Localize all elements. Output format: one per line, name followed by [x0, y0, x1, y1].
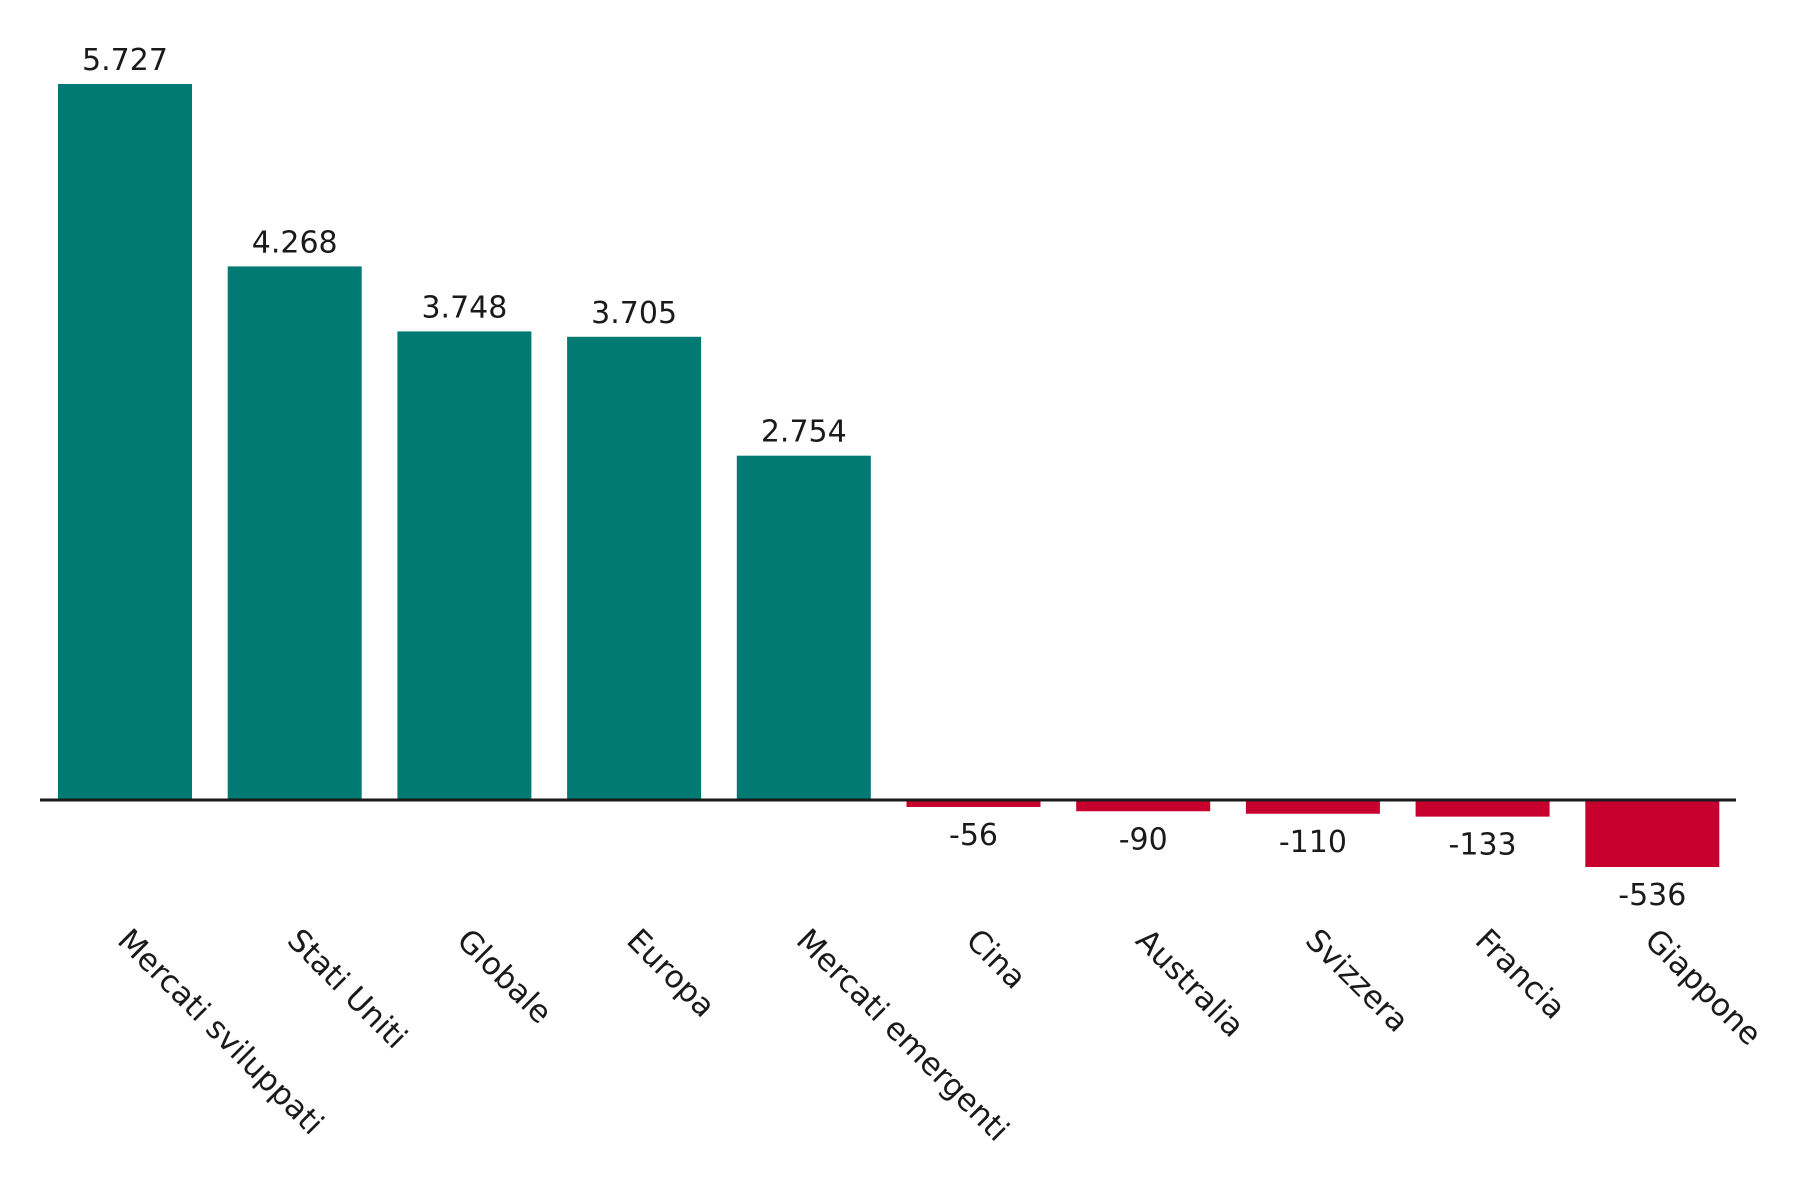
category-label-cina: Cina — [959, 922, 1033, 996]
category-label-svizzera: Svizzera — [1298, 922, 1415, 1039]
bar-mercati-sviluppati — [58, 84, 192, 800]
value-label-mercati-sviluppati: 5.727 — [82, 43, 168, 78]
value-labels-group: 5.727 4.268 3.748 3.705 2.754 -56 -90 -110 -133 -… — [82, 43, 1686, 913]
bar-giappone — [1585, 800, 1720, 868]
value-label-francia: -133 — [1449, 828, 1517, 863]
value-label-europa: 3.705 — [591, 296, 677, 331]
value-label-cina: -56 — [949, 818, 998, 853]
bar-australia — [1076, 800, 1211, 812]
category-label-globale: Globale — [450, 922, 559, 1031]
bar-cina — [906, 800, 1041, 808]
category-label-francia: Francia — [1468, 922, 1572, 1026]
bars-group — [58, 84, 1720, 868]
bar-globale — [397, 331, 532, 800]
bar-francia — [1415, 800, 1550, 817]
category-label-giappone: Giappone — [1638, 922, 1769, 1053]
value-label-giappone: -536 — [1618, 878, 1686, 913]
bar-europa — [567, 336, 702, 800]
bar-svizzera — [1245, 800, 1380, 814]
bar-mercati-emergenti — [736, 455, 871, 800]
value-label-globale: 3.748 — [421, 290, 507, 325]
value-label-australia: -90 — [1119, 822, 1168, 857]
value-label-stati-uniti: 4.268 — [252, 225, 338, 260]
category-label-stati-uniti: Stati Uniti — [280, 922, 414, 1056]
bar-stati-uniti — [227, 266, 362, 800]
value-label-svizzera: -110 — [1279, 825, 1347, 860]
value-label-mercati-emergenti: 2.754 — [761, 415, 847, 450]
category-label-europa: Europa — [619, 922, 721, 1024]
category-label-australia: Australia — [1129, 922, 1251, 1044]
